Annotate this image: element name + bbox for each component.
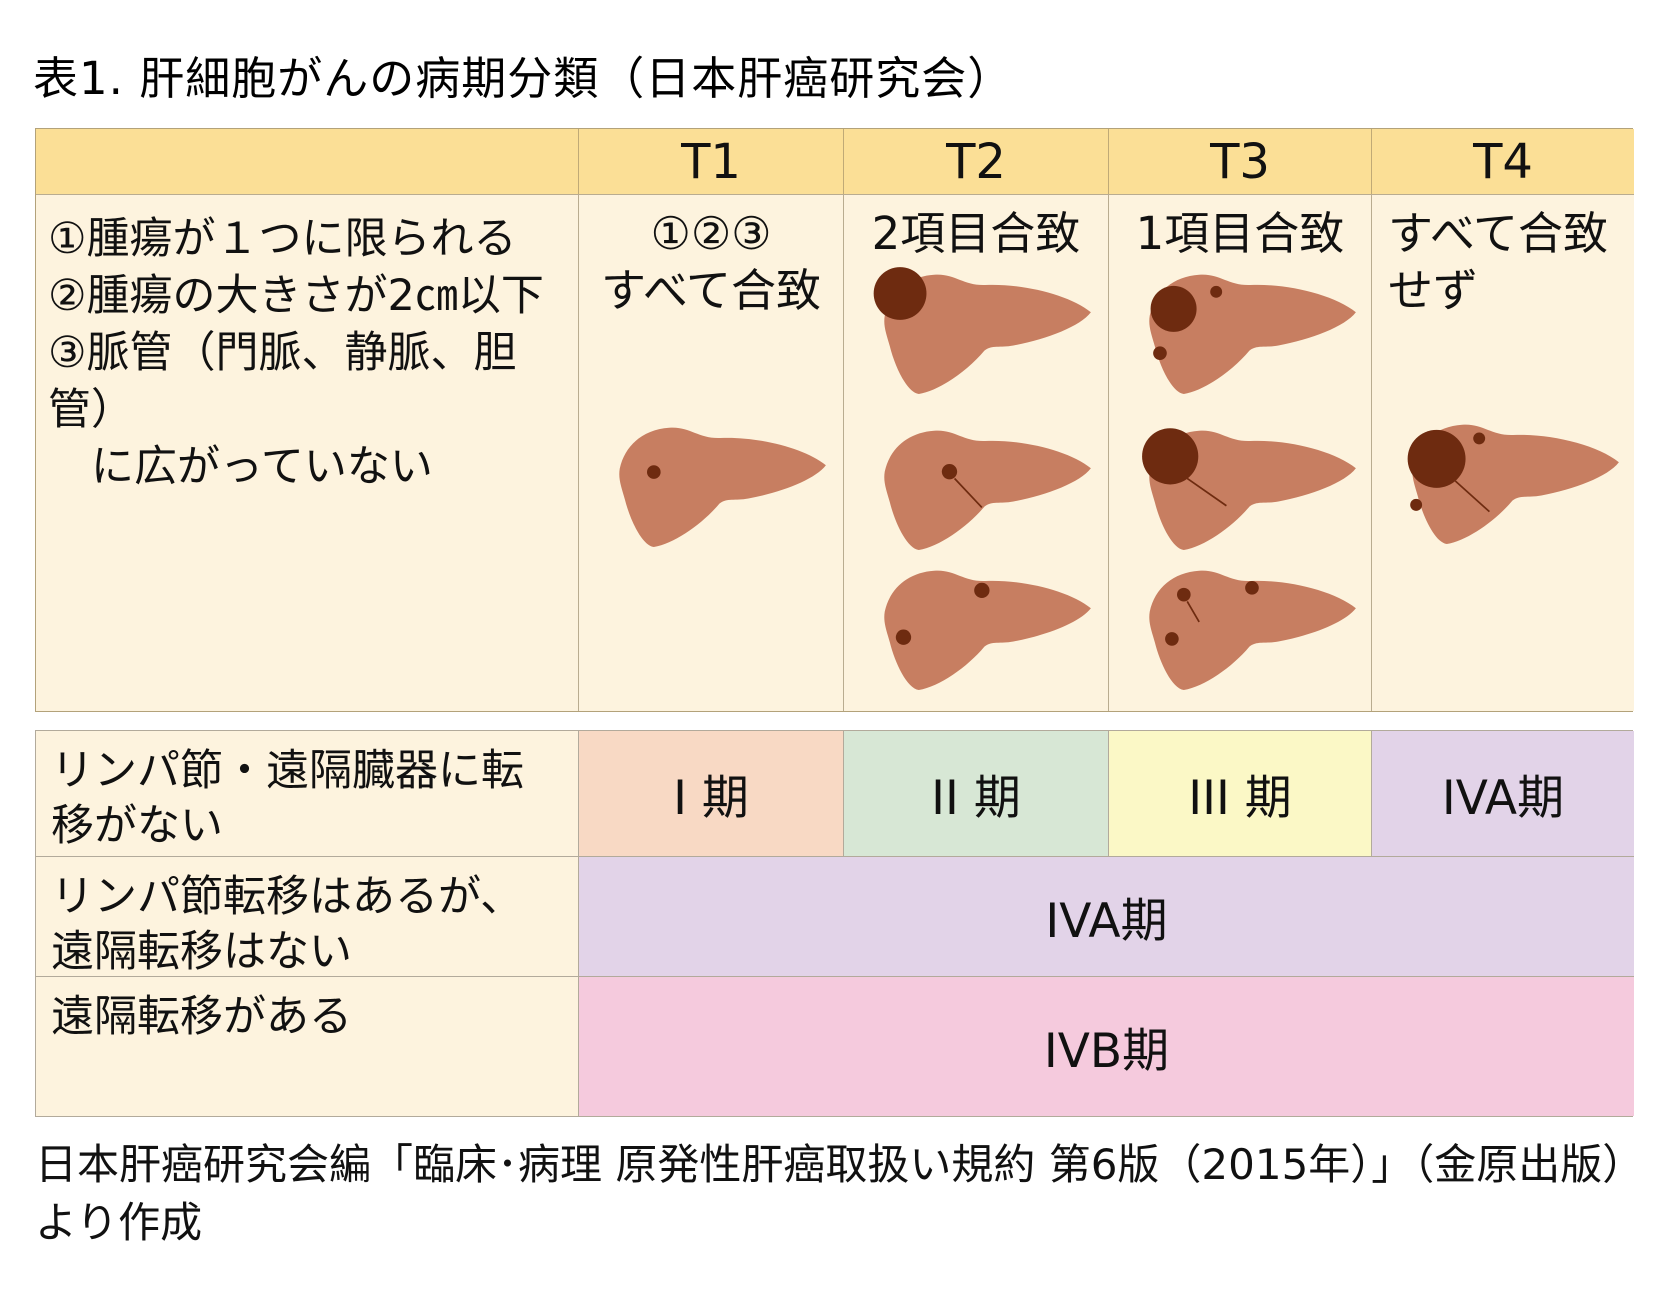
source-footnote-line-1: 日本肝癌研究会編「臨床･病理 原発性肝癌取扱い規約 第6版（2015年）」（金原… (35, 1140, 1645, 1189)
stage-row2-label: リンパ節転移はあるが、 遠隔転移はない (36, 856, 578, 977)
large-tumor-mark (1142, 428, 1199, 485)
vessel-invasion-line (1186, 477, 1227, 507)
t3-liver-illustrations (1109, 195, 1371, 711)
liver-icon (619, 427, 826, 548)
source-footnote: 日本肝癌研究会編「臨床･病理 原発性肝癌取扱い規約 第6版（2015年）」（金原… (35, 1136, 1644, 1252)
small-tumor-mark (1245, 581, 1259, 595)
large-tumor-mark (1150, 285, 1197, 332)
small-tumor-mark (1210, 285, 1223, 298)
header-cell-t4: T4 (1371, 129, 1634, 194)
small-tumor-mark (974, 582, 990, 599)
criteria-cell: ①腫瘍が１つに限られる ②腫瘍の大きさが2㎝以下 ③脈管（門脈、静脈、胆管） に… (36, 194, 578, 711)
stage-cell-iva-span: IVA期 (578, 856, 1634, 976)
small-tumor-mark (1410, 498, 1423, 511)
stage-row3-label-line-1: 遠隔転移がある (51, 992, 352, 1042)
liver-icon (1142, 428, 1356, 551)
t3-cell: 1項目合致 (1108, 194, 1371, 711)
t3-caption: 1項目合致 (1135, 207, 1345, 260)
t1-liver-illustrations (579, 195, 843, 711)
liver-icon (884, 430, 1091, 551)
header-cell-t2: T2 (843, 129, 1108, 194)
t-classification-table: T1 T2 T3 T4 ①腫瘍が１つに限られる ②腫瘍の大きさが2㎝以下 ③脈管… (35, 128, 1634, 712)
t1-caption: ①②③ すべて合致 (579, 205, 843, 319)
t2-liver-illustrations (844, 195, 1108, 711)
stage-cell-iii: III 期 (1108, 731, 1371, 856)
t1-cell: ①②③ すべて合致 (578, 194, 843, 711)
small-tumor-mark (895, 629, 912, 645)
small-tumor-mark (1177, 587, 1191, 602)
stage-row2-label-line-2: 遠隔転移はない (51, 927, 352, 977)
stage-row1-label: リンパ節・遠隔臓器に転 移がない (36, 731, 578, 856)
small-tumor-mark (647, 465, 661, 479)
stage-row1-label-line-2: 移がない (51, 801, 223, 851)
criteria-line-2: ②腫瘍の大きさが2㎝以下 (48, 271, 544, 321)
stage-cell-ii: II 期 (843, 731, 1108, 856)
t4-cell: すべて合致 せず (1371, 194, 1634, 711)
header-cell-t1: T1 (578, 129, 843, 194)
header-cell-t3: T3 (1108, 129, 1371, 194)
vessel-invasion-line (953, 477, 983, 509)
t4-liver-illustrations (1372, 195, 1634, 711)
stage-row3-label: 遠隔転移がある (36, 976, 578, 1116)
stage-cell-ivb-span: IVB期 (578, 976, 1634, 1116)
t2-cell: 2項目合致 (843, 194, 1108, 711)
liver-icon (884, 570, 1091, 691)
liver-icon (1407, 424, 1619, 545)
liver-icon (873, 267, 1091, 395)
stage-cell-iva: IVA期 (1371, 731, 1634, 856)
stage-table: リンパ節・遠隔臓器に転 移がない I 期 II 期 III 期 IVA期 リンパ… (35, 730, 1634, 1117)
t4-caption-line-1: すべて合致 (1388, 207, 1609, 260)
criteria-line-1: ①腫瘍が１つに限られる (48, 214, 517, 264)
vessel-invasion-line (1186, 601, 1200, 623)
criteria-line-3: ③脈管（門脈、静脈、胆管） (48, 328, 517, 435)
small-tumor-mark (1473, 432, 1486, 445)
t4-caption: すべて合致 せず (1372, 205, 1634, 319)
small-tumor-mark (1165, 632, 1179, 646)
header-cell-empty (36, 129, 578, 194)
vessel-invasion-line (1454, 480, 1490, 513)
small-tumor-mark (1153, 346, 1167, 360)
liver-icon (1149, 570, 1356, 691)
t4-caption-line-2: せず (1388, 264, 1479, 317)
large-tumor-mark (1407, 429, 1466, 488)
stage-row1-label-line-1: リンパ節・遠隔臓器に転 (51, 746, 524, 796)
page-title: 表1. 肝細胞がんの病期分類（日本肝癌研究会） (33, 52, 1014, 105)
source-footnote-line-2: より作成 (35, 1198, 203, 1247)
stage-cell-i: I 期 (578, 731, 843, 856)
t2-caption: 2項目合致 (871, 207, 1081, 260)
small-tumor-mark (941, 464, 958, 480)
liver-icon (1149, 274, 1356, 395)
stage-row2-label-line-1: リンパ節転移はあるが、 (51, 872, 524, 922)
t1-caption-line-1: ①②③ (650, 207, 772, 260)
criteria-line-4: に広がっていない (48, 442, 433, 492)
t1-caption-line-2: すべて合致 (600, 264, 822, 317)
large-tumor-mark (873, 267, 927, 320)
